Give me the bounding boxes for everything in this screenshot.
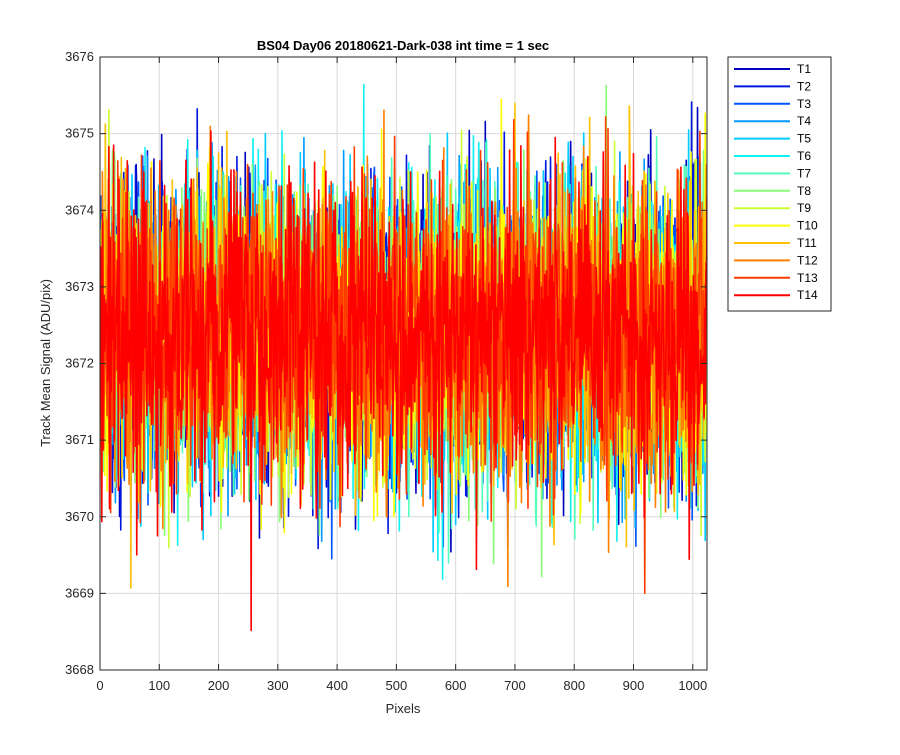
legend-label-t8: T8 <box>797 184 811 198</box>
y-tick-label: 3676 <box>65 49 94 64</box>
legend-label-t4: T4 <box>797 114 811 128</box>
y-axis-label: Track Mean Signal (ADU/pix) <box>38 279 53 447</box>
x-axis: 0 100 200 300 400 500 600 700 800 900 1000 <box>96 57 707 693</box>
x-tick-label: 800 <box>563 678 585 693</box>
y-tick-label: 3673 <box>65 279 94 294</box>
y-tick-label: 3671 <box>65 432 94 447</box>
legend: T1 T2 T3 T4 T5 T6 T7 T8 T9 T10 T11 T12 T13 T14 <box>727 56 832 312</box>
legend-label-t1: T1 <box>797 62 811 76</box>
legend-label-t7: T7 <box>797 166 811 180</box>
x-tick-label: 200 <box>208 678 230 693</box>
x-tick-label: 700 <box>504 678 526 693</box>
x-tick-label: 900 <box>623 678 645 693</box>
y-tick-label: 3670 <box>65 509 94 524</box>
x-tick-label: 500 <box>386 678 408 693</box>
legend-label-t11: T11 <box>797 236 817 250</box>
y-tick-label: 3668 <box>65 662 94 677</box>
legend-label-t6: T6 <box>797 149 811 163</box>
series-line-t14 <box>100 130 707 632</box>
x-axis-label: Pixels <box>386 701 421 716</box>
x-tick-label: 100 <box>148 678 170 693</box>
y-tick-label: 3669 <box>65 585 94 600</box>
y-axis: 3668 3669 3670 3671 3672 3673 3674 3675 3676 <box>65 49 707 677</box>
x-tick-label: 600 <box>445 678 467 693</box>
x-tick-label: 300 <box>267 678 289 693</box>
x-tick-label: 0 <box>96 678 103 693</box>
legend-label-t14: T14 <box>797 288 818 302</box>
legend-label-t2: T2 <box>797 79 811 93</box>
legend-label-t9: T9 <box>797 201 811 215</box>
chart-title: BS04 Day06 20180621-Dark-038 int time = … <box>257 38 549 53</box>
series-lines <box>100 83 707 632</box>
legend-label-t13: T13 <box>797 271 818 285</box>
legend-label-t5: T5 <box>797 132 811 146</box>
y-tick-label: 3672 <box>65 356 94 371</box>
legend-label-t3: T3 <box>797 97 811 111</box>
y-tick-label: 3675 <box>65 126 94 141</box>
legend-box <box>727 56 832 312</box>
legend-label-t12: T12 <box>797 253 818 267</box>
legend-label-t10: T10 <box>797 219 818 233</box>
x-tick-label: 400 <box>326 678 348 693</box>
y-tick-label: 3674 <box>65 202 94 217</box>
x-tick-label: 1000 <box>678 678 707 693</box>
